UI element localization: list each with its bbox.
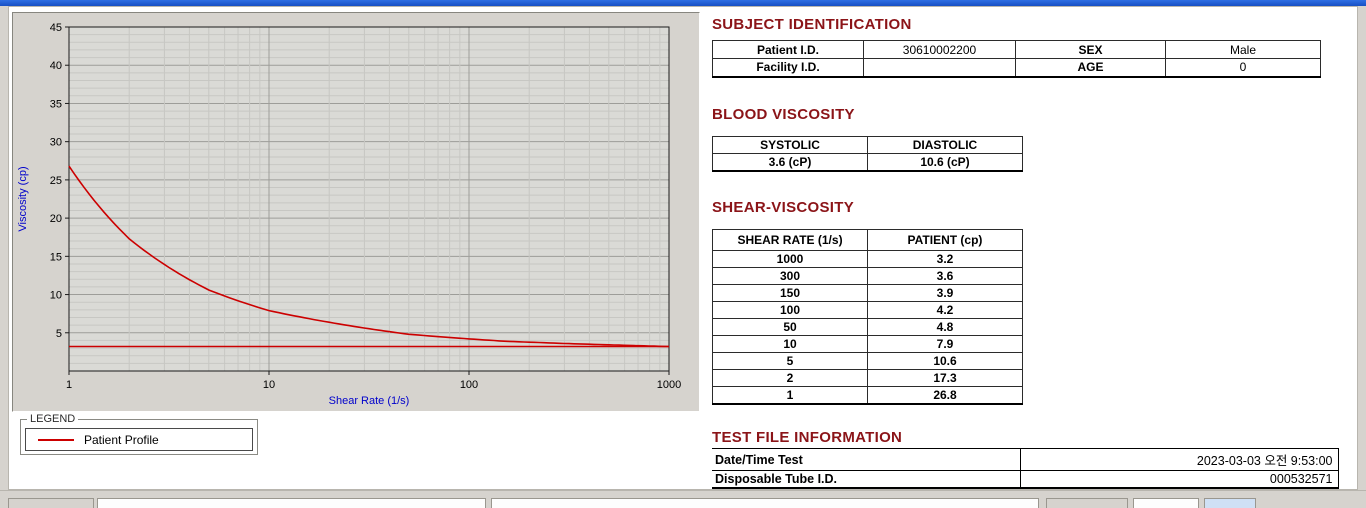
svg-text:45: 45 (50, 22, 62, 34)
svg-text:1000: 1000 (657, 379, 681, 391)
patient-id-value: 30610002200 (863, 40, 1016, 59)
diastolic-value: 10.6 (cP) (867, 153, 1023, 172)
shear-viscosity-cell: 150 (712, 284, 868, 302)
bottom-widget-strip (0, 490, 1366, 508)
shear-viscosity-cell: 50 (712, 318, 868, 336)
svg-text:15: 15 (50, 251, 62, 263)
svg-text:5: 5 (56, 328, 62, 340)
bottom-widget-fragment (1046, 498, 1128, 508)
shear-viscosity-cell: 5 (712, 352, 868, 370)
systolic-header: SYSTOLIC (712, 136, 868, 154)
systolic-value: 3.6 (cP) (712, 153, 868, 172)
shear-viscosity-cell: 2 (712, 369, 868, 387)
shear-viscosity-row: 10 7.9 (712, 335, 1023, 353)
title-bar (0, 0, 1366, 6)
svg-text:Shear Rate (1/s): Shear Rate (1/s) (329, 395, 410, 407)
patient-cp-header: PATIENT (cp) (867, 229, 1023, 251)
shear-viscosity-row: 1 26.8 (712, 386, 1023, 405)
shear-viscosity-cell: 3.2 (867, 250, 1023, 268)
table-row: SYSTOLIC DIASTOLIC (712, 136, 1023, 154)
blood-viscosity-title: BLOOD VISCOSITY (712, 106, 855, 123)
svg-text:10: 10 (263, 379, 275, 391)
table-header-row: SHEAR RATE (1/s) PATIENT (cp) (712, 229, 1023, 251)
age-label: AGE (1015, 58, 1166, 77)
shear-viscosity-cell: 10 (712, 335, 868, 353)
table-row: Date/Time Test 2023-03-03 오전 9:53:00 (712, 448, 1339, 471)
shear-viscosity-cell: 300 (712, 267, 868, 285)
shear-viscosity-row: 2 17.3 (712, 369, 1023, 387)
date-time-test-value: 2023-03-03 오전 9:53:00 (1019, 448, 1339, 471)
svg-text:25: 25 (50, 175, 62, 187)
table-row: Patient I.D. 30610002200 SEX Male (712, 40, 1321, 59)
shear-rate-header: SHEAR RATE (1/s) (712, 229, 868, 251)
shear-viscosity-table: SHEAR RATE (1/s) PATIENT (cp) 1000 3.2 300… (712, 229, 1023, 405)
shear-viscosity-row: 1000 3.2 (712, 250, 1023, 268)
disposable-tube-id-value: 000532571 (1019, 470, 1339, 489)
disposable-tube-id-label: Disposable Tube I.D. (712, 470, 1020, 489)
shear-viscosity-cell: 100 (712, 301, 868, 319)
shear-viscosity-title: SHEAR-VISCOSITY (712, 199, 855, 216)
shear-viscosity-row: 5 10.6 (712, 352, 1023, 370)
table-row: Facility I.D. AGE 0 (712, 58, 1321, 77)
svg-text:1: 1 (66, 379, 72, 391)
svg-text:Viscosity (cp): Viscosity (cp) (17, 166, 29, 231)
svg-text:35: 35 (50, 98, 62, 110)
shear-viscosity-cell: 26.8 (867, 386, 1023, 405)
shear-viscosity-cell: 17.3 (867, 369, 1023, 387)
date-time-test-label: Date/Time Test (712, 448, 1020, 471)
shear-viscosity-cell: 4.2 (867, 301, 1023, 319)
shear-viscosity-row: 100 4.2 (712, 301, 1023, 319)
age-value: 0 (1165, 58, 1321, 77)
legend-line-swatch (38, 438, 74, 441)
legend-box: LEGEND Patient Profile (20, 413, 258, 455)
shear-viscosity-cell: 1000 (712, 250, 868, 268)
subject-identification-table: Patient I.D. 30610002200 SEX Male Facili… (712, 40, 1321, 78)
blood-viscosity-table: SYSTOLIC DIASTOLIC 3.6 (cP) 10.6 (cP) (712, 136, 1023, 172)
shear-viscosity-cell: 7.9 (867, 335, 1023, 353)
test-file-information-title: TEST FILE INFORMATION (712, 429, 903, 446)
svg-text:20: 20 (50, 213, 62, 225)
bottom-widget-fragment (1133, 498, 1199, 508)
diastolic-header: DIASTOLIC (867, 136, 1023, 154)
svg-text:100: 100 (460, 379, 478, 391)
patient-id-label: Patient I.D. (712, 40, 864, 59)
shear-viscosity-cell: 3.6 (867, 267, 1023, 285)
facility-id-label: Facility I.D. (712, 58, 864, 77)
legend-inner: Patient Profile (25, 428, 253, 451)
shear-viscosity-cell: 3.9 (867, 284, 1023, 302)
viscosity-chart-panel: 5 10 15 20 25 30 35 40 45 1 10 100 1000 Shear Rate (1… (12, 12, 700, 412)
viscosity-chart: 5 10 15 20 25 30 35 40 45 1 10 100 1000 Shear Rate (1… (17, 22, 681, 407)
bottom-widget-fragment (1204, 498, 1256, 508)
legend-title: LEGEND (27, 413, 79, 425)
sex-value: Male (1165, 40, 1321, 59)
subject-identification-title: SUBJECT IDENTIFICATION (712, 16, 912, 33)
bottom-widget-fragment (8, 498, 94, 508)
bottom-widget-fragment (491, 498, 1039, 508)
svg-text:40: 40 (50, 60, 62, 72)
shear-viscosity-cell: 1 (712, 386, 868, 405)
svg-text:10: 10 (50, 290, 62, 302)
bottom-widget-fragment (97, 498, 486, 508)
facility-id-value (863, 58, 1016, 77)
shear-viscosity-row: 300 3.6 (712, 267, 1023, 285)
window-right-edge (1358, 6, 1366, 508)
table-row: 3.6 (cP) 10.6 (cP) (712, 153, 1023, 172)
shear-viscosity-row: 50 4.8 (712, 318, 1023, 336)
shear-viscosity-cell: 10.6 (867, 352, 1023, 370)
shear-viscosity-row: 150 3.9 (712, 284, 1023, 302)
sex-label: SEX (1015, 40, 1166, 59)
legend-entry-label: Patient Profile (84, 432, 159, 447)
shear-viscosity-cell: 4.8 (867, 318, 1023, 336)
svg-text:30: 30 (50, 137, 62, 149)
table-row: Disposable Tube I.D. 000532571 (712, 470, 1339, 489)
test-file-information-table: Date/Time Test 2023-03-03 오전 9:53:00 Dis… (712, 448, 1339, 489)
